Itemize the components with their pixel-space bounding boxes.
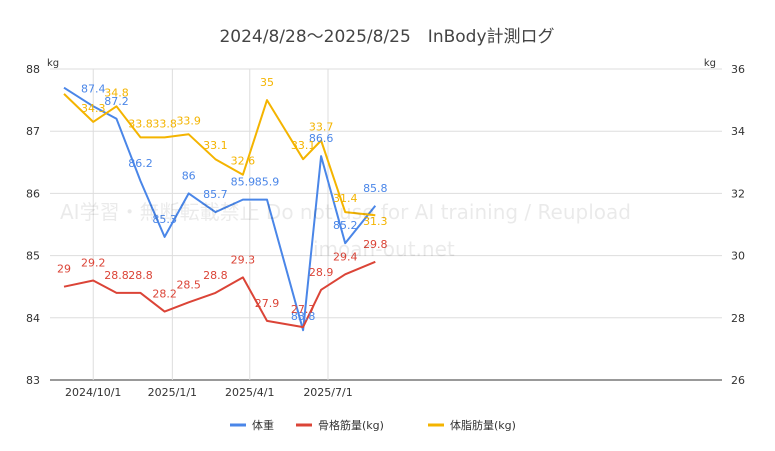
- y-right-unit: kg: [704, 58, 716, 69]
- data-label: 27.7: [291, 303, 316, 316]
- grid: [50, 68, 722, 381]
- watermark: AI学習・無断転載禁止 Do not use for AI training /…: [60, 200, 631, 261]
- x-tick-label: 2025/4/1: [225, 386, 274, 399]
- series-line-2: [63, 260, 376, 329]
- axes: 83 84 85 86 87 88 26 28 30 32 34 36 kg kg 2024/10/1 202…: [26, 58, 745, 399]
- data-label: 34.3: [81, 102, 106, 115]
- data-label: 28.8: [104, 269, 129, 282]
- y-right-tick-label: 26: [731, 374, 745, 387]
- data-label: 28.2: [152, 288, 177, 301]
- legend-label-2: 骨格筋量(kg): [318, 418, 384, 432]
- y-left-tick-label: 88: [26, 63, 40, 76]
- data-label: 27.9: [255, 297, 280, 310]
- data-label: 31.3: [363, 215, 388, 228]
- data-label: 34.8: [104, 86, 129, 99]
- data-label: 29.8: [363, 238, 388, 251]
- data-label: 33.9: [176, 114, 201, 127]
- watermark-line-2: imoan-out.net: [313, 237, 455, 261]
- y-right-tick-label: 30: [731, 250, 745, 263]
- legend: 体重 骨格筋量(kg) 体脂肪量(kg): [230, 418, 516, 432]
- data-label: 29.4: [333, 250, 358, 263]
- y-right-tick-label: 36: [731, 63, 745, 76]
- series-line-1: [63, 86, 377, 332]
- data-label: 28.5: [176, 278, 201, 291]
- data-label: 85.3: [152, 213, 177, 226]
- watermark-line-1: AI学習・無断転載禁止 Do not use for AI training /…: [60, 200, 631, 224]
- y-right-tick-label: 28: [731, 312, 745, 325]
- data-label: 35: [260, 76, 274, 89]
- data-label: 83.8: [291, 310, 316, 323]
- data-label: 85.2: [333, 219, 358, 232]
- x-tick-label: 2024/10/1: [65, 386, 121, 399]
- y-right-tick-label: 32: [731, 187, 745, 200]
- data-label: 29.2: [81, 256, 106, 269]
- data-label: 85.9: [231, 176, 256, 189]
- data-label: 33.1: [203, 139, 228, 152]
- data-label: 85.7: [203, 188, 228, 201]
- data-label: 33.1: [291, 139, 316, 152]
- data-label: 85.8: [363, 182, 388, 195]
- legend-label-1: 体重: [252, 418, 274, 432]
- data-label: 86.2: [128, 157, 153, 170]
- x-tick-label: 2025/7/1: [303, 386, 352, 399]
- chart-title: 2024/8/28～2025/8/25 InBody計測ログ: [219, 27, 554, 47]
- data-label: 29.3: [231, 253, 256, 266]
- y-left-tick-label: 87: [26, 125, 40, 138]
- y-left-tick-label: 85: [26, 250, 40, 263]
- data-label: 33.7: [309, 121, 334, 134]
- data-label: 87.2: [104, 95, 129, 108]
- y-left-tick-label: 86: [26, 187, 40, 200]
- x-tick-label: 2025/1/1: [148, 386, 197, 399]
- data-label: 86.6: [309, 132, 334, 145]
- data-label: 28.8: [128, 269, 153, 282]
- data-label: 28.8: [203, 269, 228, 282]
- data-label: 31.4: [333, 192, 358, 205]
- data-label: 33.8: [128, 117, 153, 130]
- y-left-tick-label: 84: [26, 312, 40, 325]
- data-label: 87.4: [81, 82, 106, 95]
- series-group: [63, 86, 377, 332]
- data-label: 33.8: [152, 117, 177, 130]
- data-label: 28.9: [309, 266, 334, 279]
- data-label: 85.9: [255, 176, 280, 189]
- data-label: 86: [182, 169, 196, 182]
- y-right-tick-label: 34: [731, 125, 745, 138]
- legend-label-3: 体脂肪量(kg): [450, 418, 516, 432]
- y-left-unit: kg: [47, 58, 59, 69]
- data-label: 29: [57, 263, 71, 276]
- y-left-tick-label: 83: [26, 374, 40, 387]
- series-line-3: [63, 93, 376, 217]
- data-label: 32.6: [231, 155, 256, 168]
